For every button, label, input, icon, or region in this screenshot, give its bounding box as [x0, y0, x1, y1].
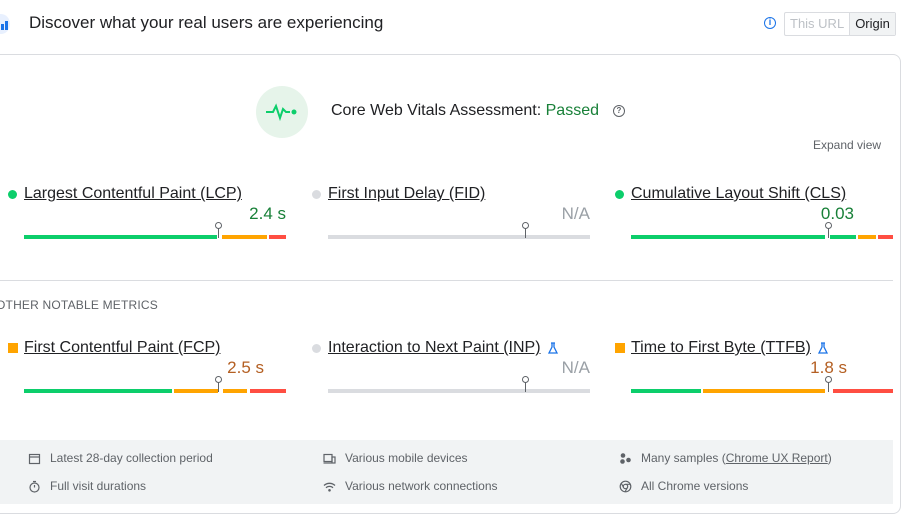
section-divider [0, 280, 893, 281]
footer-period-text: Latest 28-day collection period [50, 451, 213, 465]
expand-view-button[interactable]: Expand view [813, 138, 882, 152]
help-icon[interactable]: ? [613, 105, 625, 117]
bar-segment-poor [250, 389, 286, 393]
assessment-heading: Core Web Vitals Assessment: Passed [331, 101, 599, 121]
footer-devices: Various mobile devices [323, 451, 468, 465]
metric-value: 0.03 [820, 204, 854, 223]
percentile-marker [825, 376, 832, 392]
footer-samples-text: Many samples ( [641, 451, 726, 465]
url-origin-toggle: This URL Origin [784, 12, 896, 36]
footer-durations-text: Full visit durations [50, 479, 147, 493]
percentile-marker [825, 222, 832, 238]
bar-segment-average [222, 235, 267, 239]
status-dot [8, 190, 17, 199]
timer-icon [29, 480, 40, 493]
bar-segment-poor [833, 389, 893, 393]
footer-network: Various network connections [323, 479, 498, 493]
percentile-marker [215, 376, 222, 392]
metric-name-link[interactable]: First Contentful Paint (FCP) [24, 339, 221, 356]
metric-name-link[interactable]: First Input Delay (FID) [328, 185, 486, 202]
bar-segment-good [830, 235, 856, 239]
bar-segment-average [223, 389, 247, 393]
percentile-marker [522, 222, 529, 238]
status-dot [615, 190, 624, 199]
metric-value: 1.8 s [810, 358, 847, 377]
metric-value: N/A [561, 204, 590, 223]
metric-value: 2.5 s [227, 358, 264, 377]
metric-name-link[interactable]: Time to First Byte (TTFB) [631, 339, 811, 356]
pagespeed-logo-icon [0, 14, 10, 34]
vitals-pulse-icon [256, 86, 308, 138]
experimental-flask-icon [817, 342, 828, 354]
metric-name-link[interactable]: Cumulative Layout Shift (CLS) [631, 185, 847, 202]
status-square [615, 343, 625, 353]
footer-samples-suffix: ) [827, 451, 832, 465]
collection-info-footer [0, 440, 893, 504]
field-data-card [0, 54, 901, 514]
samples-icon [620, 452, 631, 464]
percentile-marker [215, 222, 222, 238]
footer-network-text: Various network connections [345, 479, 498, 493]
metric-name-link[interactable]: Interaction to Next Paint (INP) [328, 339, 541, 356]
bar-segment-poor [269, 235, 286, 239]
section-title: Discover what your real users are experi… [29, 13, 384, 32]
footer-versions: All Chrome versions [619, 479, 748, 493]
footer-samples: Many samples (Chrome UX Report) [619, 451, 832, 465]
assessment-label: Core Web Vitals Assessment: [331, 102, 542, 119]
footer-devices-text: Various mobile devices [345, 451, 468, 465]
bar-segment-average [174, 389, 218, 393]
bar-segment-good [631, 235, 825, 239]
bar-segment-none [328, 235, 590, 239]
bar-segment-good [631, 389, 701, 393]
origin-button[interactable]: Origin [849, 13, 895, 35]
assessment-status: Passed [545, 102, 599, 119]
bar-segment-good [24, 389, 172, 393]
this-url-button[interactable]: This URL [790, 16, 845, 31]
status-square [8, 343, 18, 353]
other-metrics-heading: OTHER NOTABLE METRICS [0, 298, 158, 312]
bar-segment-poor [878, 235, 893, 239]
wifi-icon [323, 482, 336, 492]
chrome-icon [619, 480, 632, 492]
footer-period: Latest 28-day collection period [28, 451, 213, 465]
status-dot [312, 190, 321, 199]
experimental-flask-icon [547, 342, 558, 354]
bar-segment-average [858, 235, 876, 239]
bar-segment-good [24, 235, 217, 239]
bar-segment-none [328, 389, 590, 393]
bar-segment-average [703, 389, 825, 393]
status-dot [312, 344, 321, 353]
metric-name-link[interactable]: Largest Contentful Paint (LCP) [24, 185, 242, 202]
calendar-icon [28, 453, 41, 464]
chrome-ux-report-link[interactable]: Chrome UX Report [725, 451, 828, 465]
footer-durations: Full visit durations [28, 479, 146, 493]
info-icon[interactable]: i [764, 17, 776, 29]
metric-value: N/A [561, 358, 590, 377]
metric-value: 2.4 s [249, 204, 286, 223]
footer-versions-text: All Chrome versions [641, 479, 749, 493]
devices-icon [323, 453, 336, 464]
percentile-marker [522, 376, 529, 392]
